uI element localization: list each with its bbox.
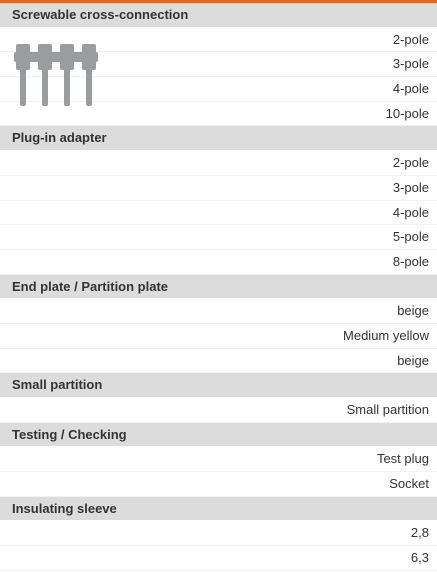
item-row: 2,8 xyxy=(0,521,437,547)
item-row: 3-pole xyxy=(0,52,437,78)
product-list: Screwable cross-connection 2-pole 3-pole 4-… xyxy=(0,3,437,571)
item-row: 5-pole xyxy=(0,225,437,250)
cross-connection-image xyxy=(14,44,98,106)
item-row: 8-pole xyxy=(0,250,437,275)
item-row: Small partition xyxy=(0,398,437,423)
accent-bar xyxy=(0,0,437,3)
item-row: 2-pole xyxy=(0,28,437,53)
item-row: beige xyxy=(0,299,437,324)
item-row: 10-pole xyxy=(0,102,437,127)
section-header: Screwable cross-connection xyxy=(0,3,437,28)
item-row: beige xyxy=(0,349,437,374)
section-header: Small partition xyxy=(0,373,437,398)
item-row: 4-pole xyxy=(0,77,437,102)
item-row: Medium yellow xyxy=(0,324,437,349)
item-row: 2-pole xyxy=(0,151,437,176)
item-row: Socket xyxy=(0,472,437,497)
item-row: Test plug xyxy=(0,447,437,473)
item-row: 3-pole xyxy=(0,176,437,201)
section-header: Testing / Checking xyxy=(0,422,437,448)
item-row: 4-pole xyxy=(0,201,437,226)
item-row: 6,3 xyxy=(0,546,437,571)
section-header: Plug-in adapter xyxy=(0,126,437,152)
section-header: Insulating sleeve xyxy=(0,496,437,522)
section-header: End plate / Partition plate xyxy=(0,274,437,300)
